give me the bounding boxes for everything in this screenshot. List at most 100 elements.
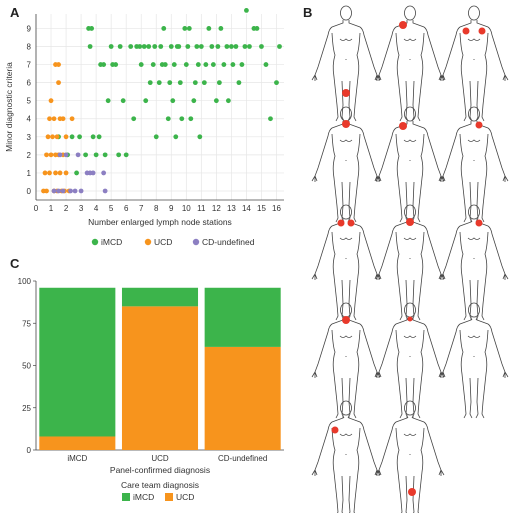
scatter-point — [60, 188, 66, 194]
scatter-point — [102, 152, 108, 158]
scatter-point — [171, 62, 177, 67]
lesion-marker — [347, 219, 355, 227]
bar-segment — [204, 346, 281, 450]
scatter-point — [47, 116, 52, 122]
scatter-point — [242, 44, 248, 49]
bar-segment — [121, 306, 199, 450]
scatter-y-tick-label: 1 — [27, 169, 32, 178]
scatter-point — [218, 26, 224, 31]
scatter-point — [191, 98, 197, 104]
bar-legend-swatch — [122, 493, 130, 501]
scatter-point — [137, 44, 143, 49]
scatter-point — [230, 62, 236, 67]
scatter-point — [72, 188, 78, 194]
scatter-x-tick-label: 9 — [169, 204, 174, 213]
scatter-point — [165, 116, 171, 122]
bar-y-tick-label: 75 — [22, 319, 31, 328]
body-chest-lines — [339, 335, 353, 357]
scatter-point — [146, 44, 152, 49]
lesion-marker — [408, 488, 416, 496]
body-hands — [439, 371, 509, 378]
panel-label-a: A — [10, 5, 20, 20]
bar-legend-label: iMCD — [133, 492, 154, 502]
body-hands — [311, 74, 381, 81]
bar-legend-label: UCD — [176, 492, 194, 502]
scatter-x-tick-label: 6 — [124, 204, 129, 213]
scatter-y-tick-label: 3 — [27, 133, 32, 142]
body-chest-lines — [339, 139, 353, 161]
body-chest-lines — [339, 237, 353, 259]
scatter-point — [123, 152, 129, 158]
scatter-point — [244, 7, 249, 13]
scatter-point — [53, 170, 58, 176]
scatter-point — [236, 80, 242, 86]
body-limbs — [378, 121, 442, 223]
scatter-point — [51, 188, 57, 194]
scatter-point — [116, 152, 122, 158]
scatter-point — [105, 98, 111, 104]
scatter-point — [147, 80, 153, 86]
scatter-point — [54, 134, 60, 140]
scatter-grid — [35, 14, 284, 200]
body-limbs — [378, 219, 442, 321]
bar-y-tick-label: 25 — [22, 404, 31, 413]
scatter-legend-swatch — [91, 238, 99, 246]
bar-y-tick-label: 50 — [22, 362, 31, 371]
body-chest-lines — [339, 433, 353, 455]
scatter-point — [42, 170, 48, 176]
lesion-marker — [475, 121, 483, 129]
scatter-point — [228, 44, 234, 49]
scatter-x-tick-label: 11 — [197, 204, 206, 213]
body-chest-lines — [467, 139, 481, 161]
scatter-x-axis-label: Number enlarged lymph node stations — [88, 217, 232, 227]
scatter-point — [186, 26, 192, 31]
bar-legend-swatch — [165, 493, 173, 501]
body-chest-lines — [467, 237, 481, 259]
body-hands — [311, 371, 381, 378]
scatter-point — [197, 134, 203, 140]
scatter-point — [44, 152, 49, 158]
scatter-point — [259, 44, 264, 49]
lesion-marker — [462, 27, 470, 35]
scatter-x-tick-label: 13 — [227, 204, 236, 213]
body-limbs — [314, 317, 378, 419]
scatter-point — [101, 62, 107, 67]
scatter-point — [177, 80, 183, 86]
scatter-point — [93, 152, 99, 158]
scatter-y-tick-label: 4 — [27, 115, 32, 124]
scatter-point — [206, 26, 212, 31]
scatter-point — [225, 98, 231, 104]
scatter-point — [224, 44, 230, 49]
body-hands — [311, 273, 381, 280]
scatter-point — [185, 44, 191, 49]
lesion-marker — [342, 120, 350, 128]
lesion-marker — [342, 89, 350, 97]
scatter-point — [167, 80, 173, 86]
body-limbs — [442, 20, 506, 122]
body-chest-lines — [403, 335, 417, 357]
bar-x-tick-label: UCD — [151, 454, 169, 463]
panel-label-b: B — [303, 5, 312, 20]
scatter-point — [78, 188, 84, 194]
scatter-y-tick-label: 0 — [27, 187, 32, 196]
bar-y-tick-label: 0 — [27, 446, 32, 455]
body-outline — [375, 302, 445, 419]
scatter-y-tick-label: 2 — [27, 151, 32, 160]
scatter-point — [188, 116, 194, 122]
scatter-point — [274, 80, 279, 86]
body-head — [340, 5, 352, 21]
body-outline — [439, 204, 509, 321]
scatter-point — [113, 62, 119, 67]
scatter-point — [182, 26, 188, 31]
scatter-point — [156, 80, 162, 86]
scatter-point — [221, 62, 227, 67]
bar-segment — [121, 287, 199, 307]
body-chest-lines — [403, 237, 417, 259]
body-head — [468, 106, 480, 122]
bar-legend-title: Care team diagnosis — [121, 480, 199, 490]
scatter-point — [247, 44, 252, 49]
scatter-point — [192, 80, 198, 86]
scatter-point — [74, 170, 79, 176]
scatter-point — [117, 44, 123, 49]
